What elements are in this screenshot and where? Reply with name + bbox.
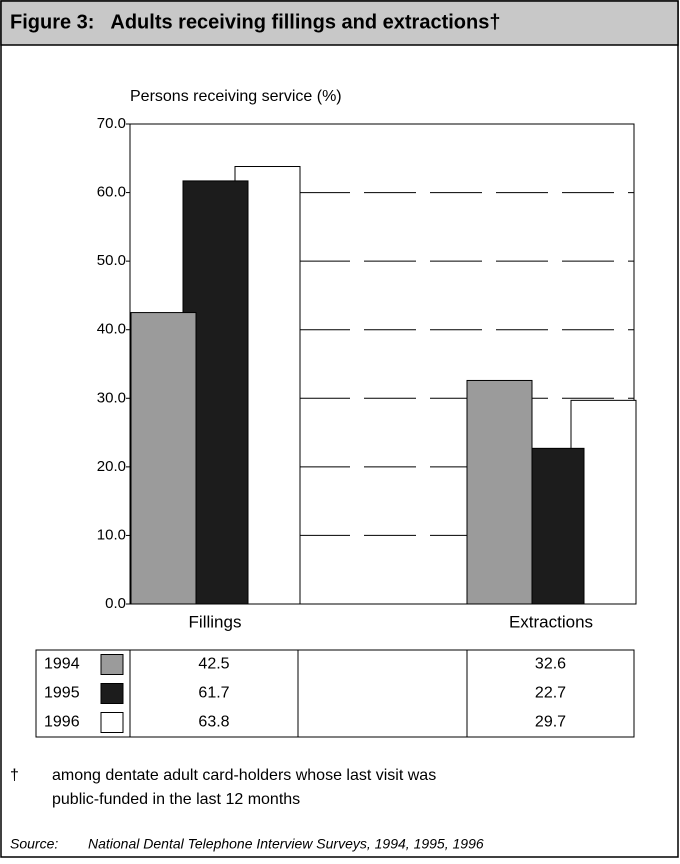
table-value: 61.7: [198, 685, 229, 702]
table-value: 63.8: [198, 714, 229, 731]
legend-label: 1995: [44, 685, 80, 702]
y-tick-label: 60.0: [97, 184, 126, 201]
source-text: National Dental Telephone Interview Surv…: [88, 836, 484, 852]
legend-label: 1994: [44, 656, 80, 673]
bar: [466, 379, 533, 605]
y-tick-label: 0.0: [105, 595, 126, 612]
bar: [130, 312, 197, 605]
table-value: 29.7: [535, 714, 566, 731]
legend-swatch: [100, 712, 124, 733]
y-axis-label: Persons receiving service (%): [130, 88, 342, 105]
y-tick-label: 70.0: [97, 115, 126, 132]
footnote-symbol: †: [10, 767, 19, 784]
table-value: 22.7: [535, 685, 566, 702]
chart-title: Figure 3: Adults receiving fillings and …: [10, 11, 500, 33]
y-tick-label: 40.0: [97, 321, 126, 338]
footnote-line: public-funded in the last 12 months: [52, 791, 300, 808]
footnote-line: among dentate adult card-holders whose l…: [52, 767, 436, 784]
table-value: 32.6: [535, 656, 566, 673]
y-tick-label: 10.0: [97, 526, 126, 543]
y-tick-label: 30.0: [97, 389, 126, 406]
title-bar: [0, 0, 679, 46]
x-tick-label: Extractions: [509, 612, 593, 631]
table-border: [35, 649, 635, 738]
y-tick-label: 50.0: [97, 252, 126, 269]
y-tick-label: 20.0: [97, 458, 126, 475]
legend-swatch: [100, 654, 124, 675]
legend-swatch: [100, 683, 124, 704]
source-label: Source:: [10, 836, 58, 852]
legend-label: 1996: [44, 714, 80, 731]
table-value: 42.5: [198, 656, 229, 673]
x-tick-label: Fillings: [189, 612, 242, 631]
